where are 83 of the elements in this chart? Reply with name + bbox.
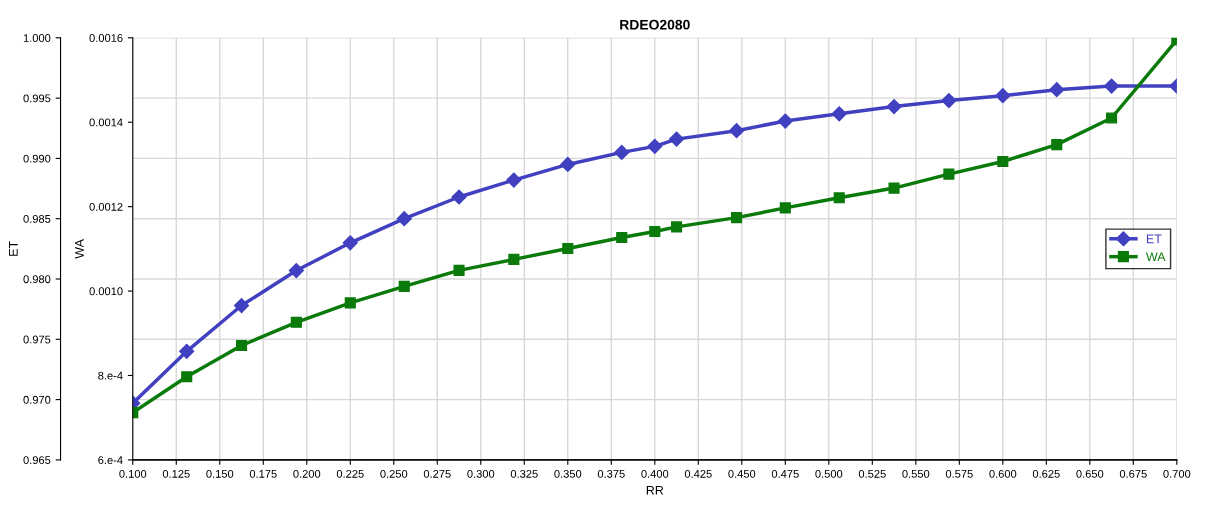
point: [398, 280, 410, 292]
point: [451, 189, 467, 205]
point: [290, 316, 302, 328]
y-tick-label: 0.970: [23, 395, 51, 404]
x-tick-label: 0.100: [119, 469, 147, 478]
point: [506, 172, 522, 188]
x-tick-label: 0.650: [1076, 469, 1104, 478]
x-tick-label: 0.350: [554, 469, 582, 478]
x-tick-label: 0.275: [423, 469, 451, 478]
y-tick-label: 1.000: [23, 34, 51, 42]
x-tick-label: 0.300: [467, 469, 495, 478]
x-tick-label: 0.425: [684, 469, 712, 478]
point: [342, 235, 358, 251]
point: [886, 98, 902, 115]
point: [344, 297, 356, 309]
point: [1049, 82, 1065, 98]
x-tick-label: 0.500: [815, 469, 843, 478]
point: [943, 168, 955, 180]
point: [1104, 78, 1120, 94]
point: [1051, 139, 1063, 151]
point: [833, 192, 845, 204]
y-tick-label: 0.965: [23, 456, 51, 465]
x-tick-label: 0.400: [641, 469, 669, 478]
y-tick-label: 0.980: [23, 275, 51, 284]
chart-title: RDEO2080: [620, 19, 690, 30]
y2-tick-label: 8.e-4: [98, 371, 123, 380]
point: [235, 339, 248, 352]
y2-tick-label: 0.0016: [89, 34, 123, 42]
point: [777, 113, 793, 129]
point: [668, 131, 685, 147]
x-tick-label: 0.225: [336, 469, 364, 478]
point: [1106, 112, 1118, 124]
y-tick-label: 0.995: [23, 94, 51, 103]
point: [508, 253, 520, 265]
legend-label: WA: [1145, 252, 1166, 262]
x-tick-label: 0.525: [858, 469, 886, 478]
y2-tick-label: 0.0014: [89, 118, 123, 127]
point: [614, 144, 630, 160]
x-tick-label: 0.325: [510, 469, 538, 478]
point: [670, 221, 683, 233]
y-tick-label: 0.985: [23, 214, 51, 223]
x-tick-label: 0.625: [1032, 469, 1060, 478]
x-tick-label: 0.150: [206, 469, 234, 478]
point: [997, 155, 1009, 168]
y-tick-label: 0.975: [23, 335, 51, 344]
x-tick-label: 0.175: [249, 469, 277, 478]
y2-tick-label: 6.e-4: [98, 456, 123, 465]
point: [941, 92, 957, 109]
y2-tick-label: 0.0012: [89, 202, 123, 211]
y-axis-title: ET: [9, 241, 18, 256]
point: [453, 264, 465, 276]
y2-tick-label: 0.0010: [89, 287, 123, 296]
x-tick-label: 0.550: [902, 469, 930, 478]
x-tick-label: 0.700: [1163, 469, 1191, 478]
point: [647, 138, 663, 154]
point: [562, 242, 574, 254]
point: [288, 262, 304, 279]
point: [233, 297, 250, 314]
point: [831, 106, 847, 122]
point: [181, 371, 193, 383]
x-tick-label: 0.125: [162, 469, 190, 478]
x-tick-label: 0.250: [380, 469, 408, 478]
point: [649, 225, 661, 238]
legend-label: ET: [1146, 234, 1162, 244]
point: [995, 88, 1011, 104]
point: [779, 202, 791, 214]
point: [396, 211, 412, 227]
point: [616, 231, 628, 244]
x-tick-label: 0.200: [293, 469, 321, 478]
x-tick-label: 0.600: [989, 469, 1017, 478]
y-tick-label: 0.990: [23, 154, 51, 163]
x-axis-title: RR: [646, 485, 664, 495]
point: [179, 343, 195, 359]
y2-axis-title: WA: [75, 239, 84, 259]
x-tick-label: 0.575: [945, 469, 973, 478]
point: [729, 123, 745, 139]
x-tick-label: 0.675: [1119, 469, 1147, 478]
x-tick-label: 0.475: [771, 469, 799, 478]
point: [888, 182, 900, 194]
x-tick-label: 0.375: [597, 469, 625, 478]
point: [560, 156, 576, 173]
point: [731, 212, 743, 224]
x-tick-label: 0.450: [728, 469, 756, 478]
